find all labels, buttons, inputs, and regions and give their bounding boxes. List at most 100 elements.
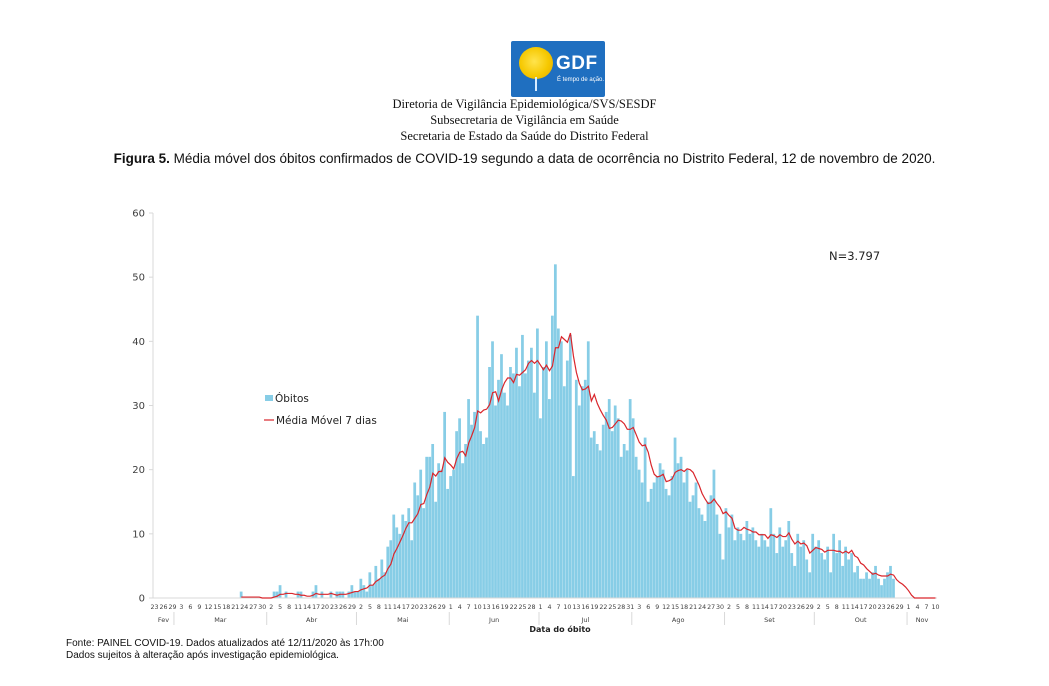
bar (413, 482, 417, 598)
x-tick-label: 2 (269, 604, 273, 611)
x-tick-label: 15 (671, 604, 679, 611)
bar (383, 572, 387, 598)
x-tick-label: 14 (851, 604, 859, 611)
bar (577, 405, 581, 598)
x-tick-label: 10 (563, 604, 571, 611)
bar (826, 546, 830, 598)
moving-average-line (241, 332, 936, 599)
bar (610, 431, 614, 598)
bar (709, 495, 713, 598)
x-tick-label: 8 (745, 604, 749, 611)
bar (524, 373, 527, 598)
x-tick-label: 11 (752, 604, 760, 611)
bar (784, 540, 788, 598)
bar (679, 456, 683, 598)
x-tick-label: 20 (869, 604, 877, 611)
bar (700, 514, 704, 598)
bar (416, 495, 420, 598)
x-tick-label: 14 (303, 604, 311, 611)
bar (314, 585, 318, 598)
bar (389, 540, 393, 598)
figure-caption: Média móvel dos óbitos confirmados de CO… (169, 151, 936, 166)
figure-label: Figura 5. (113, 151, 170, 166)
bar (751, 527, 755, 598)
bar (889, 565, 892, 598)
month-label: Jul (580, 616, 589, 624)
bar (500, 354, 503, 598)
x-tick-label: 27 (707, 604, 715, 611)
bar (422, 508, 426, 598)
bar (730, 514, 734, 598)
bar (880, 585, 883, 598)
bar (691, 495, 695, 598)
header-line-directorate: Diretoria de Vigilância Epidemiológica/S… (392, 97, 657, 111)
x-tick-label: 20 (321, 604, 329, 611)
gdf-logo: GDF É tempo de ação. (511, 41, 605, 97)
bar (697, 508, 701, 598)
bar (458, 418, 461, 598)
bar (787, 521, 791, 598)
x-tick-label: 2 (727, 604, 731, 611)
bar (781, 546, 785, 598)
x-tick-label: 7 (925, 604, 929, 611)
bar (703, 521, 707, 598)
bar (652, 482, 656, 598)
bar (568, 334, 572, 598)
bar (874, 565, 877, 598)
n-annotation: N=3.797 (829, 249, 880, 263)
bar (395, 527, 399, 598)
bar (329, 591, 333, 598)
bar (688, 501, 692, 598)
bar (272, 591, 276, 598)
bar (793, 565, 797, 598)
logo-text: GDF (556, 53, 598, 74)
bar (883, 578, 886, 598)
bar (407, 508, 411, 598)
month-label: Abr (306, 616, 318, 624)
bar (832, 533, 836, 598)
x-tick-label: 29 (348, 604, 356, 611)
x-tick-label: 11 (384, 604, 392, 611)
x-tick-label: 7 (556, 604, 560, 611)
y-tick-label: 40 (132, 337, 145, 348)
bar (377, 578, 381, 598)
bar (637, 469, 641, 598)
bar (892, 578, 895, 598)
bar (823, 559, 827, 598)
bar (431, 444, 435, 598)
bar (589, 437, 593, 598)
bar (817, 540, 821, 598)
x-tick-label: 14 (761, 604, 769, 611)
bar (748, 533, 752, 598)
x-tick-label: 27 (249, 604, 257, 611)
legend-line-label: Média Móvel 7 dias (276, 415, 377, 427)
x-tick-label: 16 (581, 604, 589, 611)
y-tick-label: 50 (132, 273, 145, 284)
bar (754, 540, 758, 598)
bar (479, 431, 482, 598)
bar (757, 546, 761, 598)
legend: Óbitos Média Móvel 7 dias (264, 392, 377, 427)
bar (278, 585, 282, 598)
bar (488, 367, 491, 598)
x-tick-label: 17 (312, 604, 320, 611)
bar (398, 533, 402, 598)
x-tick-label: 17 (402, 604, 410, 611)
bar (503, 392, 506, 598)
bar (425, 456, 429, 598)
x-tick-label: 26 (339, 604, 347, 611)
x-tick-label: 4 (458, 604, 462, 611)
x-tick-label: 5 (736, 604, 740, 611)
bar (536, 328, 539, 598)
bar (485, 437, 488, 598)
bar (706, 501, 710, 598)
bar (766, 546, 770, 598)
x-tick-label: 5 (278, 604, 282, 611)
bar (736, 527, 740, 598)
y-tick-label: 30 (132, 401, 145, 412)
header-line-secretariat: Secretaria de Estado da Saúde do Distrit… (400, 129, 649, 143)
bar (455, 431, 458, 598)
month-label: Fev (158, 616, 169, 624)
bar (545, 341, 548, 598)
x-tick-label: 9 (197, 604, 201, 611)
